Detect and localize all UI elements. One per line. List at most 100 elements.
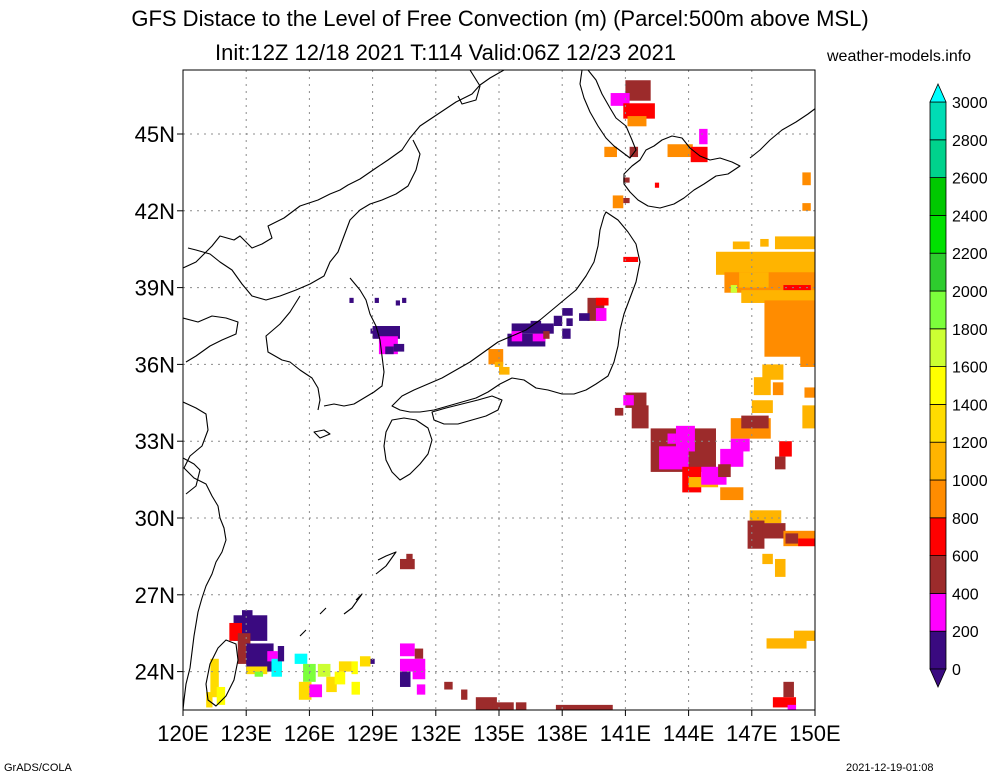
data-cell xyxy=(604,146,617,158)
data-cell xyxy=(406,553,413,562)
colorbar-segment xyxy=(929,593,947,632)
data-cell xyxy=(720,487,744,501)
colorbar-label: 1000 xyxy=(952,473,988,490)
colorbar-label: 2200 xyxy=(952,246,988,263)
data-cell xyxy=(399,658,426,672)
data-cell xyxy=(298,681,312,700)
data-cell xyxy=(623,256,639,262)
data-cell xyxy=(210,658,219,698)
coast-shikoku xyxy=(431,395,503,425)
data-cell xyxy=(334,671,346,685)
data-cell xyxy=(595,308,607,321)
colorbar-label: 3000 xyxy=(952,95,988,112)
colorbar-segment xyxy=(929,101,947,141)
colorbar-segment xyxy=(929,366,947,405)
chart-subtitle: Init:12Z 12/18 2021 T:114 Valid:06Z 12/2… xyxy=(215,40,677,65)
data-cell xyxy=(802,405,815,429)
coast-kurils xyxy=(749,108,815,159)
colorbar-label: 1200 xyxy=(952,435,988,452)
data-cell xyxy=(766,638,807,649)
data-cell xyxy=(461,689,468,700)
site-label: weather-models.info xyxy=(827,48,972,65)
data-cell xyxy=(277,646,285,662)
colorbar-label: 400 xyxy=(952,586,979,603)
coast-kyushu xyxy=(383,417,433,481)
colorbar-label: 1400 xyxy=(952,397,988,414)
data-cell xyxy=(444,681,453,690)
data-cell xyxy=(802,172,811,186)
coast-taiwan xyxy=(205,639,239,707)
data-cell xyxy=(246,666,268,675)
data-cell xyxy=(475,697,497,710)
gridlines xyxy=(183,70,815,710)
data-cell xyxy=(732,241,750,250)
x-tick-label: 123E xyxy=(221,721,272,746)
data-cell xyxy=(267,651,278,662)
colorbar-segment xyxy=(929,630,947,670)
data-cell xyxy=(393,343,405,352)
data-cell xyxy=(718,464,731,478)
colorbar-label: 2000 xyxy=(952,284,988,301)
data-cell xyxy=(351,661,358,675)
data-cell xyxy=(532,333,546,342)
data-cell xyxy=(625,80,651,101)
data-cell xyxy=(623,395,634,406)
data-cell xyxy=(385,346,394,355)
x-axis: 120E 123E 126E 129E 132E 135E 138E 141E 144E 147E… xyxy=(157,710,841,746)
y-tick-label: 24N xyxy=(135,660,175,685)
data-cell xyxy=(787,704,797,710)
footer-credit: GrADS/COLA xyxy=(4,762,72,774)
data-cell xyxy=(690,146,708,163)
x-tick-label: 138E xyxy=(537,721,588,746)
x-tick-label: 141E xyxy=(600,721,651,746)
data-cell xyxy=(741,290,815,303)
colorbar-segment xyxy=(929,403,947,443)
data-cell xyxy=(699,128,708,145)
data-cell xyxy=(772,382,784,396)
x-tick-label: 132E xyxy=(410,721,461,746)
data-cell xyxy=(783,681,794,698)
data-cell xyxy=(492,702,514,710)
data-cell xyxy=(629,146,639,158)
colorbar-label: 0 xyxy=(952,662,961,679)
y-axis: 24N 27N 30N 33N 36N 39N 42N 45N xyxy=(135,122,183,685)
data-cell xyxy=(798,538,815,547)
data-cell xyxy=(720,448,744,467)
data-cell xyxy=(566,318,573,326)
data-cell xyxy=(309,684,323,698)
y-tick-label: 42N xyxy=(135,199,175,224)
data-cell xyxy=(804,387,815,398)
data-cell xyxy=(764,300,815,357)
coast-china-east xyxy=(183,401,227,710)
colorbar-segment xyxy=(929,479,947,519)
colorbar-segment xyxy=(929,177,947,216)
data-cell xyxy=(370,328,377,334)
y-tick-label: 45N xyxy=(135,122,175,147)
data-cells xyxy=(206,80,815,710)
data-cell xyxy=(374,297,379,303)
data-cell xyxy=(399,643,415,657)
data-cell xyxy=(762,553,773,565)
data-cell xyxy=(612,195,624,209)
data-cell xyxy=(399,558,415,570)
chart-title: GFS Distace to the Level of Free Convect… xyxy=(131,6,869,31)
coast-tatar-strait xyxy=(457,70,481,105)
data-cell xyxy=(802,203,811,211)
data-cell xyxy=(623,103,655,119)
data-cell xyxy=(749,510,782,524)
coast-ryukyu xyxy=(299,551,397,637)
colorbar-arrow-high xyxy=(929,83,947,103)
data-cell xyxy=(351,681,360,695)
data-cell xyxy=(553,315,563,326)
x-tick-label: 150E xyxy=(789,721,840,746)
data-cell xyxy=(370,658,375,664)
data-cell xyxy=(774,456,786,470)
data-cell xyxy=(216,686,226,705)
data-cell xyxy=(667,433,676,444)
data-cell xyxy=(349,297,354,303)
data-cell xyxy=(499,366,510,375)
data-cell xyxy=(543,331,550,339)
colorbar-segment xyxy=(929,139,947,179)
data-cell xyxy=(530,320,542,332)
colorbar-label: 600 xyxy=(952,549,979,566)
